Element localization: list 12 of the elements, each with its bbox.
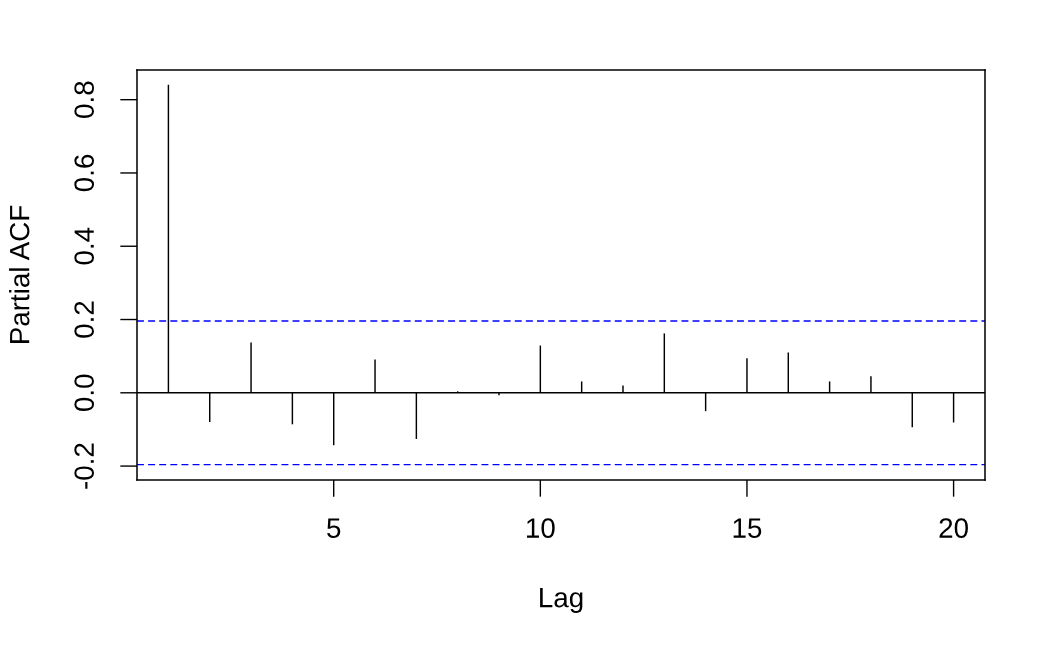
y-tick-label: 0.0 xyxy=(74,374,95,412)
y-tick-label: 0.4 xyxy=(74,227,95,265)
y-tick-label: 0.2 xyxy=(74,301,95,338)
x-tick-label: 20 xyxy=(939,518,968,538)
x-tick-label: 15 xyxy=(733,518,762,538)
y-axis-title: Partial ACF xyxy=(9,205,30,343)
y-tick-label: 0.6 xyxy=(74,154,95,192)
y-tick-label: 0.8 xyxy=(74,81,95,118)
x-tick-label: 5 xyxy=(327,518,341,538)
y-tick-label: -0.2 xyxy=(74,443,95,489)
x-tick-label: 10 xyxy=(527,518,555,538)
x-axis-title: Lag xyxy=(540,588,583,613)
